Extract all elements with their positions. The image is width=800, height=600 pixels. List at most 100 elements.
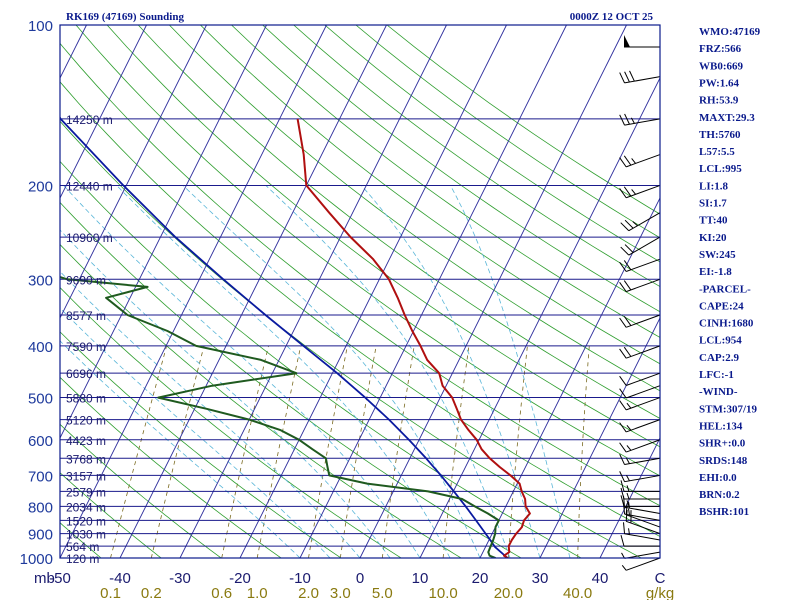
moist-adiabat [116,185,451,558]
index-line: EI:-1.8 [699,266,732,278]
wind-barb-half-flag [626,485,630,492]
wind-barb-flag [623,315,632,326]
isotherm [299,25,567,558]
index-line: FRZ:566 [699,43,742,55]
wind-barb-flag [624,113,630,125]
height-label: 4423 m [66,434,106,448]
wind-barb-half-flag [626,402,632,409]
index-line: L57:5.5 [699,146,735,158]
wind-barb-half-flag [621,565,627,571]
wind-barb-flag [623,260,632,271]
wind-barb-flag [619,422,627,433]
dry-adiabat [60,287,402,558]
wind-barb-staff [624,551,661,559]
index-line: CINH:1680 [699,318,754,330]
pressure-label: 400 [28,339,53,356]
dry-adiabat [324,25,660,263]
stability-indices-panel: WMO:47169 FRZ:566 WB0:669 PW:1.64 RH:53.9 MAX… [699,26,761,518]
dry-adiabat [60,81,660,537]
index-line: TH:5760 [699,129,741,141]
dry-adiabat [60,120,642,558]
mixing-ratio-label: 5.0 [372,585,393,600]
dry-adiabat [386,25,660,215]
height-label: 2579 m [66,485,106,499]
wind-barb-staff [626,557,661,571]
pressure-labels: 100 200 300 400 500 600 700 800 900 1000 [20,18,53,568]
wind-barb [623,522,661,541]
height-label: 3768 m [66,452,106,466]
wind-barb-flag [619,157,627,168]
wind-barb [619,419,661,433]
wind-barb-flag [619,454,625,465]
isotherm [539,316,660,558]
wind-barb-flag [620,222,630,232]
temperature-labels: -50 -40 -30 -20 -10 0 10 20 30 40 C [49,570,665,587]
dry-adiabat [60,42,660,507]
dry-adiabat [75,25,660,477]
mixing-ratio-label: 2.0 [298,585,319,600]
height-labels: 14250 m 12440 m 10960 m 9690 m 8577 m 7590 m 6… [66,113,113,566]
wind-barb-flag [619,261,627,272]
height-label: 5880 m [66,392,106,406]
wind-barb-staff [626,439,661,453]
dry-adiabat [60,160,582,558]
wind-barb-half-flag [631,189,636,195]
isotherm [60,25,327,558]
wind-barb-staff [626,372,661,386]
height-label: 9690 m [66,273,106,287]
mixing-ratio-label: 1.0 [247,585,268,600]
temperature-tick-label: -10 [289,570,311,587]
isotherm [60,25,207,320]
temperature-tick-label: 20 [472,570,489,587]
dry-adiabat [106,25,660,448]
moist-adiabat [182,185,481,558]
index-line: BSHR:101 [699,506,749,518]
plot-frame [59,24,661,559]
index-line: LCL:995 [699,163,742,175]
dewpoint-trace [60,276,500,558]
temperature-tick-label: -40 [109,570,131,587]
wind-barb [619,113,661,126]
index-line: RH:53.9 [699,95,739,107]
wind-barbs [619,35,661,571]
temperature-tick-label: 10 [412,570,429,587]
wind-barb-flag [624,219,634,229]
isotherms [60,25,660,558]
mixing-ratio-line [110,345,167,558]
wind-barb [620,480,660,492]
index-line: WB0:669 [699,60,744,72]
wind-barb [619,278,661,293]
height-label: 1030 m [66,528,106,542]
wind-barb-staff [624,474,661,483]
wind-barb-flag [620,534,625,547]
isotherm [359,25,627,558]
wind-barb-staff [626,514,661,528]
wind-barb [619,154,661,168]
wind-barb-half-flag [631,158,636,164]
wind-barb [619,372,661,386]
isotherm [60,25,147,200]
dry-adiabat [60,376,282,558]
wind-barb-staff [624,506,661,514]
wind-barb-flag [619,114,625,126]
wind-barb [620,236,661,256]
temperature-tick-label: 30 [532,570,549,587]
pressure-label: 500 [28,391,53,408]
dry-adiabat [200,25,660,365]
moist-adiabat [265,185,511,558]
pressure-label: 1000 [20,551,53,568]
mixing-ratio-label: 0.6 [211,585,232,600]
wind-barb-staff [626,345,661,359]
wind-barb [619,454,661,466]
wind-barb-staff [626,258,661,272]
dry-adiabat [60,472,162,558]
wind-barb [619,184,661,199]
wind-barb-flag [624,71,630,83]
wind-barb-half-flag [626,445,632,451]
mixing-ratio-label: 0.2 [141,585,162,600]
moist-adiabat [60,229,391,558]
isotherm [479,196,660,558]
wind-barb [619,385,661,399]
mixing-ratio-label: 0.1 [100,585,121,600]
pressure-label: 100 [28,18,53,35]
